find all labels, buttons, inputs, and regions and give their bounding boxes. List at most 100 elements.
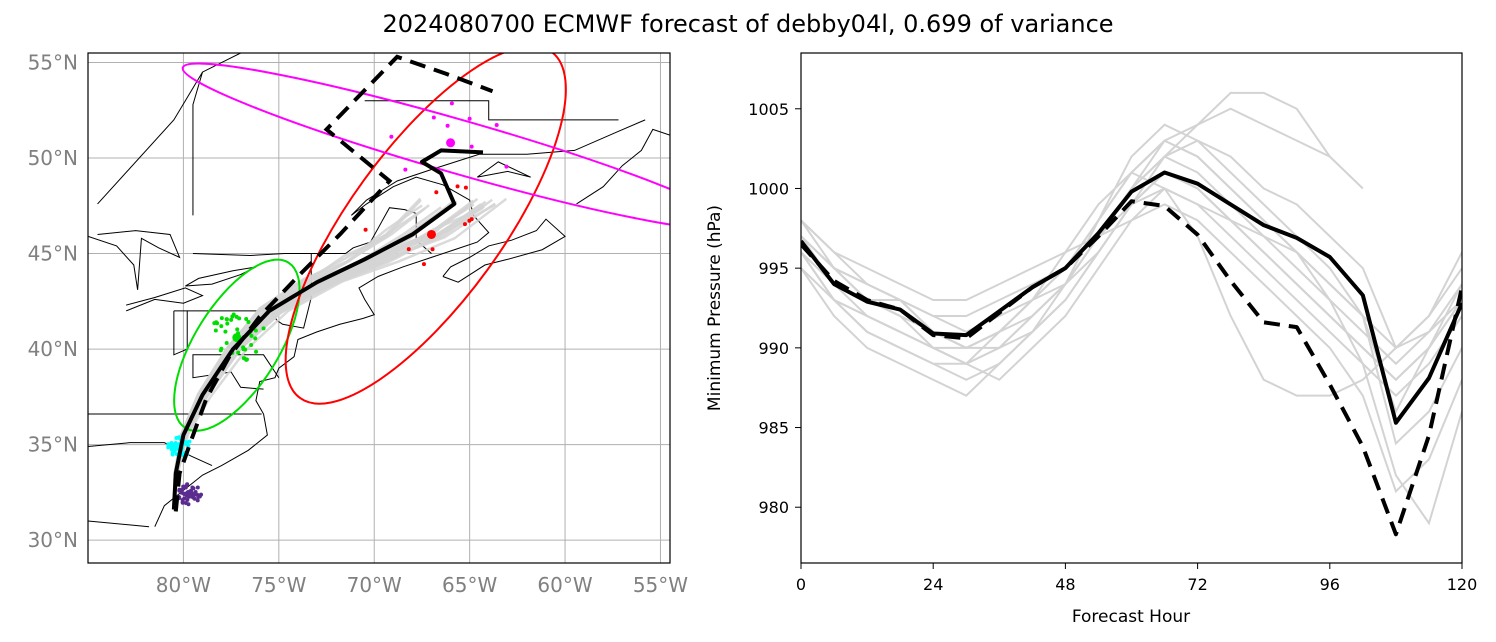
map-x-tick-label: 60°W [537, 573, 592, 597]
figure-title: 2024080700 ECMWF forecast of debby04l, 0… [382, 10, 1114, 38]
map-y-tick-label: 30°N [28, 528, 78, 552]
map-coastline [88, 442, 213, 467]
map-position-point [431, 115, 436, 120]
map-x-tick-label: 80°W [156, 573, 211, 597]
x-tick-label: 72 [1187, 575, 1207, 594]
map-position-point [421, 262, 426, 267]
pressure-frame [800, 52, 1463, 564]
map-coastline [173, 310, 188, 356]
map-y-tick-label: 50°N [28, 146, 78, 170]
map-position-points [166, 101, 509, 507]
map-y-tick-label: 55°N [28, 51, 78, 75]
y-tick-label: 985 [758, 419, 789, 438]
map-coastline [576, 128, 670, 205]
map-ensemble-tracks [172, 197, 508, 510]
map-position-point [225, 321, 230, 326]
x-tick-label: 120 [1447, 575, 1478, 594]
pressure-ensemble-line [801, 187, 1462, 398]
map-ensemble-track [172, 200, 487, 510]
x-tick-label: 0 [796, 575, 806, 594]
map-position-point [213, 328, 218, 333]
map-position-point [219, 324, 224, 329]
map-cluster-center [446, 138, 456, 148]
map-uncertainty-ellipse [181, 62, 670, 231]
map-position-point [244, 317, 249, 322]
pressure-ensemble-line [801, 171, 1462, 415]
map-position-point [244, 357, 249, 362]
map-position-point [463, 185, 468, 190]
map-position-point [253, 328, 258, 333]
map-position-point [212, 321, 217, 326]
map-position-point [192, 496, 197, 501]
map-position-point [180, 500, 185, 505]
map-coastline [125, 287, 204, 312]
map-position-point [183, 485, 188, 490]
map-coastline [88, 230, 181, 290]
map-position-point [235, 327, 240, 332]
map-panel: 80°W 75°W 70°W 65°W 60°W 55°W 30°N 35°N 40°N 45°N… [28, 51, 689, 597]
x-tick-label: 24 [923, 575, 943, 594]
map-position-point [237, 316, 242, 321]
map-coastline [364, 100, 619, 121]
x-axis-label: Forecast Hour [1072, 607, 1190, 627]
pressure-ensemble-line [801, 139, 1462, 350]
map-position-point [246, 319, 251, 324]
map-position-point [224, 341, 229, 346]
map-position-point [241, 347, 246, 352]
map-position-point [219, 316, 224, 321]
map-position-point [430, 247, 435, 252]
map-position-point [253, 336, 258, 341]
x-tick-label: 96 [1320, 575, 1340, 594]
map-position-point [467, 116, 472, 121]
map-ensemble-track [172, 197, 479, 510]
map-position-point [261, 326, 266, 331]
map-position-point [230, 314, 235, 319]
map-position-point [185, 482, 190, 487]
map-position-point [219, 346, 224, 351]
map-tick-labels: 80°W 75°W 70°W 65°W 60°W 55°W 30°N 35°N 40°N 45°N… [28, 51, 689, 597]
map-position-point [166, 445, 171, 450]
map-coastlines [88, 53, 670, 528]
map-coastline [185, 266, 257, 287]
map-coastline [442, 218, 566, 283]
map-position-point [249, 343, 254, 348]
map-position-point [180, 497, 185, 502]
map-position-point [389, 134, 394, 139]
map-position-point [449, 101, 454, 106]
map-position-point [494, 122, 499, 127]
pressure-ensemble-lines [801, 91, 1462, 526]
map-y-tick-label: 40°N [28, 337, 78, 361]
x-tick-label: 48 [1055, 575, 1075, 594]
pressure-series-solid [801, 170, 1462, 425]
pressure-mean-lines [801, 170, 1462, 537]
map-position-point [195, 498, 200, 503]
map-position-point [406, 247, 411, 252]
map-position-point [193, 489, 198, 494]
map-position-point [185, 497, 190, 502]
map-position-point [190, 485, 195, 490]
map-coastline [476, 161, 531, 178]
y-tick-label: 1005 [748, 100, 789, 119]
map-position-point [180, 487, 185, 492]
pressure-ticks: 0 24 48 72 96 120 980 985 990 995 1000 1005 [748, 100, 1477, 594]
map-x-tick-label: 70°W [347, 573, 402, 597]
map-coastline [97, 53, 241, 205]
map-x-tick-label: 75°W [251, 573, 306, 597]
y-tick-label: 1000 [748, 179, 789, 198]
y-axis-label: Minimum Pressure (hPa) [705, 205, 725, 411]
pressure-ensemble-line [801, 91, 1331, 349]
map-cluster-center [426, 229, 436, 239]
map-y-tick-label: 45°N [28, 242, 78, 266]
map-coastline [192, 354, 280, 390]
map-position-point [469, 144, 474, 149]
map-frame [87, 52, 671, 564]
map-position-point [403, 167, 408, 172]
map-mean-tracks [171, 54, 494, 512]
map-position-point [455, 184, 460, 189]
map-cluster-center [184, 489, 194, 499]
map-position-point [195, 493, 200, 498]
map-position-point [171, 442, 176, 447]
map-x-tick-label: 55°W [633, 573, 688, 597]
